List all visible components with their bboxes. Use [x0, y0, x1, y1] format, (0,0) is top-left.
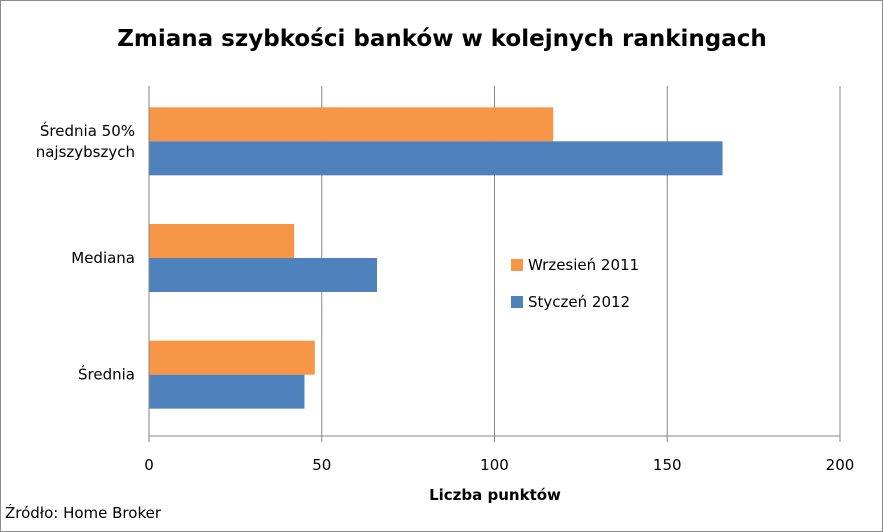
- y-category-labels: Średnia 50% najszybszych Mediana Średnia: [36, 121, 135, 384]
- chart-title: Zmiana szybkości banków w kolejnych rank…: [117, 26, 767, 52]
- bars: [149, 107, 723, 409]
- source-note: Źródło: Home Broker: [5, 503, 162, 522]
- bar: [149, 340, 315, 375]
- legend-swatch: [511, 259, 523, 271]
- bar: [149, 224, 295, 258]
- axes: [148, 86, 841, 442]
- x-tick-label: 50: [312, 456, 331, 474]
- x-tick-label: 200: [826, 456, 855, 474]
- legend-swatch: [511, 296, 523, 308]
- y-category-label: najszybszych: [36, 143, 135, 161]
- legend-label: Wrzesień 2011: [528, 256, 639, 274]
- y-category-label: Mediana: [71, 249, 135, 267]
- y-category-label: Średnia 50%: [40, 121, 135, 140]
- x-tick-label: 0: [144, 456, 154, 474]
- bar: [149, 374, 305, 409]
- x-tick-label: 150: [653, 456, 682, 474]
- legend: Wrzesień 2011 Styczeń 2012: [511, 256, 639, 311]
- bar: [149, 258, 378, 292]
- x-axis-title: Liczba punktów: [429, 486, 561, 504]
- legend-label: Styczeń 2012: [528, 293, 630, 311]
- bar: [149, 141, 723, 176]
- bar: [149, 107, 554, 142]
- x-tick-label: 100: [480, 456, 509, 474]
- x-tick-labels: 0 50 100 150 200: [144, 456, 854, 474]
- y-category-label: Średnia: [78, 365, 135, 384]
